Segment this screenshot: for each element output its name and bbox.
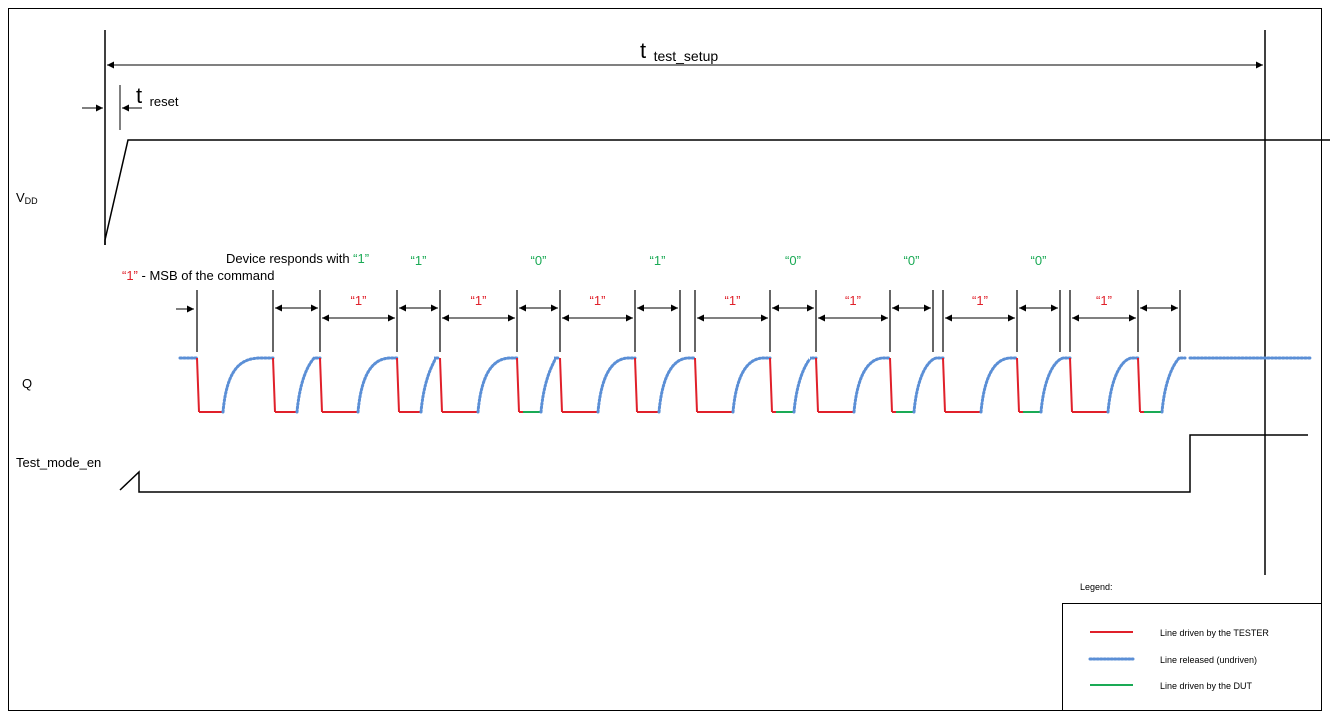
- reset-label: t reset: [136, 83, 179, 109]
- q-released-rise: [792, 356, 818, 414]
- q-falling-edge: [319, 357, 323, 413]
- q-released-rise: [979, 356, 1019, 414]
- tester-bit-label: “1”: [471, 293, 487, 308]
- q-falling-edge: [1069, 357, 1073, 413]
- device-bit-label: “0”: [904, 253, 920, 268]
- q-released-rise: [852, 356, 892, 414]
- q-falling-edge: [769, 357, 773, 413]
- tester-bit-label: “1”: [590, 293, 606, 308]
- q-falling-edge: [694, 357, 698, 413]
- device-bit-label: “1”: [411, 253, 427, 268]
- tester-bit-label: “1”: [845, 293, 861, 308]
- tester-bit-label: “1”: [1096, 293, 1112, 308]
- q-falling-edge: [1137, 357, 1141, 413]
- q-falling-edge: [634, 357, 638, 413]
- legend-title: Legend:: [1080, 582, 1113, 592]
- q-released-rise: [1160, 356, 1187, 414]
- q-released-rise: [295, 356, 322, 414]
- q-released-rise: [912, 356, 945, 414]
- q-falling-edge: [272, 357, 276, 413]
- q-released-rise: [1106, 356, 1140, 414]
- legend-released-text: Line released (undriven): [1160, 655, 1257, 665]
- q-falling-edge: [396, 357, 400, 413]
- legend-tester-text: Line driven by the TESTER: [1160, 628, 1269, 638]
- q-released-rise: [731, 356, 772, 414]
- q-released-rise: [476, 356, 519, 414]
- q-released-rise: [419, 356, 442, 414]
- msb-text: “1” - MSB of the command: [122, 268, 274, 283]
- q-label: Q: [22, 376, 32, 391]
- q-released-rise: [657, 356, 697, 414]
- device-bit-label: “0”: [531, 253, 547, 268]
- q-released-rise: [539, 356, 562, 414]
- q-waveform: [178, 356, 1312, 414]
- test-setup-label: t test_setup: [640, 38, 718, 64]
- q-released-rise: [1039, 356, 1072, 414]
- q-released-rise: [596, 356, 637, 414]
- q-falling-edge: [196, 357, 200, 413]
- vdd-label: VDD: [16, 190, 38, 206]
- tester-bit-label: “1”: [725, 293, 741, 308]
- tester-bit-label: “1”: [351, 293, 367, 308]
- device-bit-label: “1”: [650, 253, 666, 268]
- test-mode-en-label: Test_mode_en: [16, 455, 101, 470]
- test-mode-en-waveform: [119, 434, 1308, 493]
- q-falling-edge: [942, 357, 946, 413]
- q-falling-edge: [815, 357, 819, 413]
- q-falling-edge: [1016, 357, 1020, 413]
- device-bit-label: “0”: [1031, 253, 1047, 268]
- legend-dut-text: Line driven by the DUT: [1160, 681, 1253, 691]
- bit-labels: “1” “1” “1” “0” “1” “1” “1” “0” “1” “0” “1” “0” “1”: [351, 253, 1112, 308]
- q-falling-edge: [559, 357, 563, 413]
- tester-bit-label: “1”: [972, 293, 988, 308]
- q-released-rise: [221, 356, 275, 414]
- bit-timing-marks: [196, 290, 1181, 352]
- q-falling-edge: [889, 357, 893, 413]
- device-responds-text: Device responds with “1”: [226, 251, 369, 266]
- q-falling-edge: [516, 357, 520, 413]
- q-falling-edge: [439, 357, 443, 413]
- q-released-rise: [356, 356, 399, 414]
- vdd-waveform: [104, 139, 1330, 245]
- diagram-border: [8, 8, 1322, 711]
- device-bit-label: “0”: [785, 253, 801, 268]
